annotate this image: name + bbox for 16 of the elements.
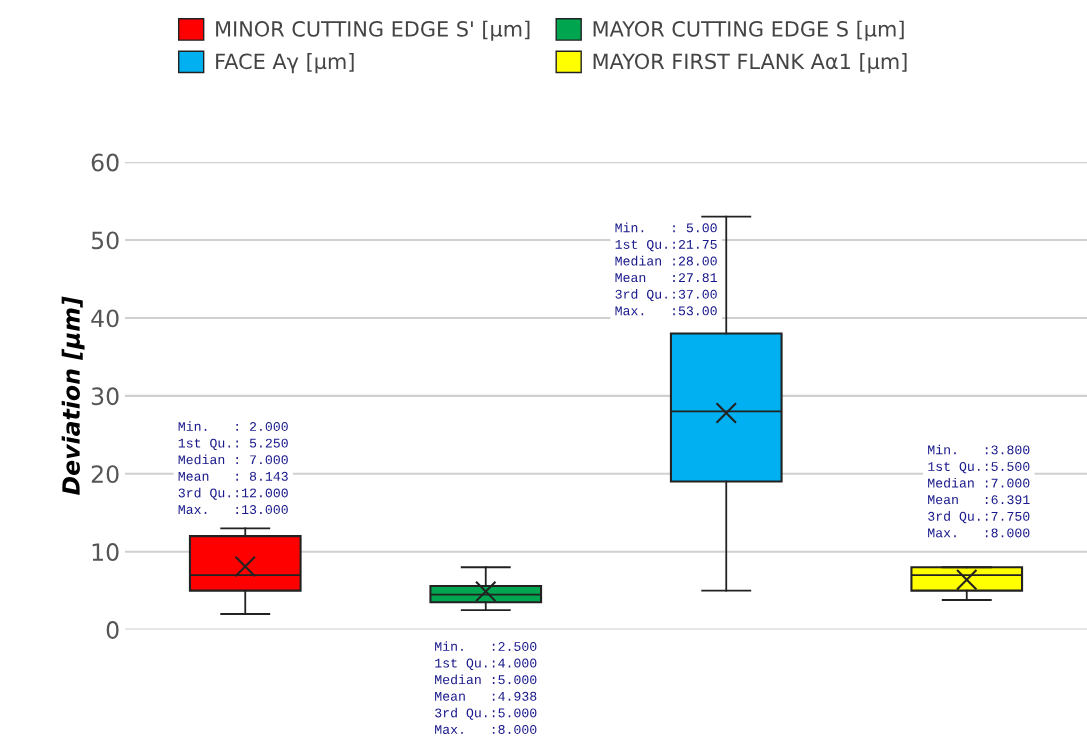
annotation: Min. : 2.000 1st Qu.: 5.250 Median : 7.000 Mean : 8.143 3rd Qu.:12.000 Max. :13.000 xyxy=(178,421,288,515)
y-tick-label: 50 xyxy=(91,231,119,250)
legend-label: MINOR CUTTING EDGE S' [µm] xyxy=(216,20,530,41)
y-tick-label: 60 xyxy=(91,153,119,172)
y-tick-label: 10 xyxy=(92,543,119,561)
y-tick-label: 40 xyxy=(91,309,119,328)
text: Min. :2.500 1st Qu.:4.000 Median :5.000 Mean :4.938 3rd Qu.:5.000 Max. :8.000 xyxy=(435,641,537,734)
legend-label: MAYOR FIRST FLANK Aα1 [µm] xyxy=(593,53,907,74)
legend-label: FACE Aγ [µm] xyxy=(216,53,354,74)
y-tick-label: 0 xyxy=(106,621,119,639)
annotation: Min. : 5.00 1st Qu.:21.75 Median :28.00 Mean :27.81 3rd Qu.:37.00 Max. :53.00 xyxy=(615,222,717,316)
y-axis-title: Deviation [µm] xyxy=(61,296,85,495)
legend-label: MAYOR CUTTING EDGE S [µm] xyxy=(593,20,904,41)
y-tick-label: 20 xyxy=(91,465,119,484)
y-tick-label: 30 xyxy=(91,387,119,406)
annotation: Min. :3.800 1st Qu.:5.500 Median :7.000 Mean :6.391 3rd Qu.:7.750 Max. :8.000 xyxy=(928,444,1030,538)
